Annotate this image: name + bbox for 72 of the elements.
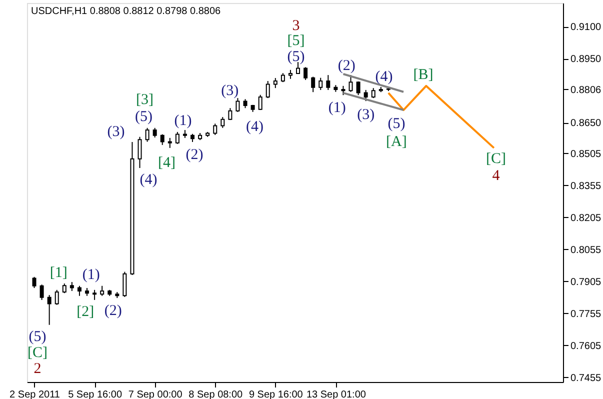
candlestick	[304, 66, 308, 80]
y-tick-label: 0.8650	[570, 118, 602, 130]
y-tick-label: 0.7455	[570, 372, 602, 384]
annotation: 3	[292, 18, 300, 34]
candlestick	[326, 74, 330, 90]
candlestick	[220, 116, 225, 128]
annotation: [B]	[413, 67, 434, 83]
y-tick-label: 0.9100	[570, 22, 602, 34]
annotation: [C]	[486, 151, 506, 167]
annotation: (5)	[28, 329, 46, 345]
candlestick	[47, 294, 52, 326]
annotation: (2)	[186, 147, 204, 163]
y-tick-label: 0.8806	[570, 84, 602, 96]
candlestick	[258, 94, 262, 111]
annotation: (5)	[388, 116, 406, 132]
y-tick-label: 0.8505	[570, 148, 602, 160]
candlestick	[266, 80, 270, 99]
candlestick	[348, 74, 353, 92]
candlestick	[62, 283, 66, 294]
annotation: (2)	[104, 303, 122, 319]
candlestick	[175, 131, 180, 144]
annotation: (3)	[357, 107, 375, 123]
annotation: 4	[492, 168, 500, 184]
annotation: (1)	[328, 100, 346, 116]
candlestick	[138, 136, 142, 168]
y-tick-label: 0.8205	[570, 212, 602, 224]
annotation: [2]	[76, 304, 94, 320]
annotation: [C]	[28, 345, 48, 361]
y-tick-label: 0.8355	[570, 180, 602, 192]
candlestick	[371, 88, 376, 99]
chart-title: USDCHF,H1 0.8808 0.8812 0.8798 0.8806	[31, 6, 222, 17]
candlestick	[77, 285, 82, 296]
annotation: (3)	[107, 124, 125, 140]
y-tick-label: 0.8055	[570, 244, 602, 256]
candlestick	[122, 271, 127, 298]
annotation: (5)	[287, 49, 305, 65]
candlestick	[160, 134, 164, 146]
candlestick	[145, 127, 150, 142]
candlestick	[168, 137, 172, 148]
candlestick	[364, 89, 368, 102]
candlestick	[318, 77, 323, 90]
candlestick	[341, 85, 346, 96]
annotation: (5)	[135, 109, 153, 125]
candlestick	[356, 80, 360, 96]
candlestick	[92, 289, 97, 300]
candlestick	[152, 127, 157, 138]
candlestick	[273, 78, 278, 89]
annotation: (3)	[221, 83, 239, 99]
candlestick	[54, 289, 59, 306]
annotation: (4)	[375, 69, 393, 85]
candlestick	[100, 285, 104, 296]
candlestick	[40, 284, 44, 300]
y-tick-label: 0.7605	[570, 340, 602, 352]
annotation: (4)	[246, 119, 264, 135]
candlestick	[236, 98, 240, 112]
annotation: 2	[34, 361, 42, 377]
annotation: [4]	[158, 155, 176, 171]
candlestick	[213, 123, 218, 136]
annotation: [A]	[386, 134, 407, 150]
annotation: (1)	[82, 267, 100, 283]
candlestick	[32, 276, 36, 288]
annotation: [5]	[287, 33, 305, 49]
annotation: (2)	[338, 58, 356, 74]
annotation: [3]	[136, 92, 154, 108]
annotation: (4)	[140, 172, 158, 188]
y-tick-label: 0.7905	[570, 276, 602, 288]
annotation: [1]	[50, 265, 68, 281]
y-tick-label: 0.8950	[570, 54, 602, 66]
line-series	[387, 84, 495, 149]
y-tick-label: 0.7755	[570, 308, 602, 320]
candlestick	[311, 76, 316, 93]
annotation: (1)	[174, 113, 192, 129]
